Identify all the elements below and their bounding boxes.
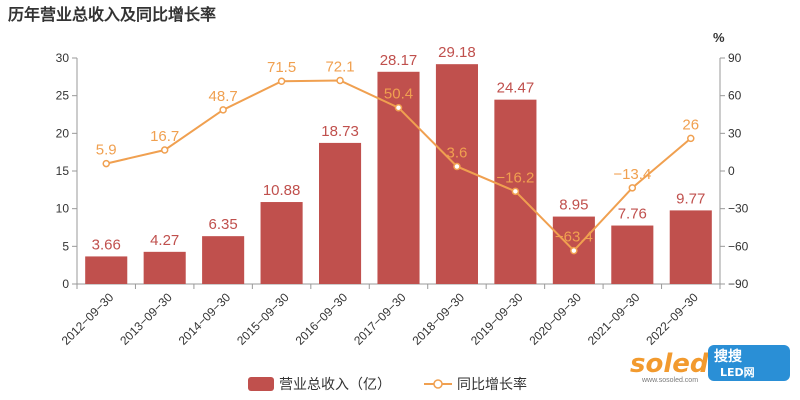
- revenue-bar[interactable]: [377, 71, 420, 284]
- watermark-url: www.sosoled.com: [641, 377, 698, 384]
- legend-line-label[interactable]: 同比增长率: [457, 376, 527, 393]
- revenue-bar[interactable]: [611, 225, 654, 284]
- legend-bar-swatch[interactable]: [248, 377, 274, 391]
- growth-point-label: −13.4: [613, 166, 651, 183]
- left-tick-label: 30: [56, 51, 70, 65]
- growth-point[interactable]: [102, 159, 110, 168]
- growth-point[interactable]: [628, 184, 637, 192]
- revenue-bar[interactable]: [143, 251, 186, 284]
- data-labels: 3.66 4.27 6.35 10.88 18.73 28.17 29.18 24.47 8.9…: [92, 44, 706, 253]
- growth-point-label: 26: [682, 116, 699, 133]
- chart-title: 历年营业总收入及同比增长率: [8, 5, 216, 24]
- growth-point-label: 5.9: [96, 142, 117, 159]
- watermark-cn: 搜搜: [714, 348, 743, 365]
- x-tick-label: 2013−09−30: [117, 290, 175, 348]
- right-tick-label: 30: [728, 126, 742, 140]
- revenue-bar-label: 7.76: [618, 206, 647, 223]
- right-tick-label: 60: [728, 89, 742, 103]
- left-tick-label: 15: [56, 164, 70, 178]
- right-tick-label: −90: [728, 277, 749, 291]
- watermark-brand: soled: [630, 349, 709, 379]
- right-tick-label: 0: [728, 164, 735, 178]
- x-tick-label: 2017−09−30: [351, 290, 409, 348]
- legend[interactable]: 营业总收入（亿） 同比增长率: [248, 376, 527, 393]
- growth-point-label: 72.1: [325, 58, 354, 75]
- watermark-badge: [708, 345, 790, 381]
- x-tick-label: 2016−09−30: [293, 290, 351, 348]
- x-tick-label: 2022−09−30: [643, 290, 701, 348]
- revenue-bar-label: 8.95: [559, 197, 588, 214]
- left-tick-label: 20: [56, 126, 70, 140]
- x-tick-label: 2020−09−30: [526, 290, 584, 348]
- watermark-sub: LED网: [720, 366, 755, 379]
- growth-point[interactable]: [277, 77, 286, 85]
- revenue-bar[interactable]: [669, 210, 712, 284]
- x-tick-label: 2015−09−30: [234, 290, 292, 348]
- legend-bar-label[interactable]: 营业总收入（亿）: [279, 377, 391, 393]
- right-tick-label: 90: [728, 51, 742, 65]
- revenue-bar-label: 4.27: [150, 232, 179, 249]
- revenue-bar-label: 18.73: [321, 123, 359, 140]
- left-tick-label: 5: [62, 239, 69, 253]
- right-axis-unit: %: [713, 30, 725, 45]
- growth-point-label: 3.6: [447, 144, 468, 161]
- right-tick-label: −30: [728, 202, 749, 216]
- growth-point-label: 16.7: [150, 128, 179, 145]
- growth-point[interactable]: [570, 246, 578, 255]
- revenue-bar[interactable]: [202, 236, 245, 284]
- growth-point[interactable]: [511, 187, 520, 196]
- right-tick-label: −60: [728, 239, 749, 253]
- growth-point-label: −16.2: [496, 169, 534, 186]
- revenue-bar-label: 29.18: [438, 44, 476, 61]
- revenue-bar[interactable]: [435, 64, 478, 284]
- revenue-bar-label: 9.77: [676, 190, 705, 207]
- revenue-bar-label: 3.66: [92, 236, 121, 253]
- growth-point-label: −63.4: [555, 229, 593, 246]
- left-tick-label: 25: [56, 89, 70, 103]
- revenue-bar-label: 24.47: [497, 80, 535, 97]
- x-tick-label: 2021−09−30: [585, 290, 643, 348]
- x-tick-label: 2014−09−30: [176, 290, 234, 348]
- revenue-bar-label: 10.88: [263, 182, 301, 199]
- left-tick-label: 0: [62, 277, 69, 291]
- growth-point-label: 50.4: [384, 86, 413, 103]
- growth-point-label: 71.5: [267, 59, 296, 76]
- left-tick-label: 10: [56, 202, 70, 216]
- revenue-bar[interactable]: [319, 142, 362, 284]
- x-tick-label: 2018−09−30: [410, 290, 468, 348]
- revenue-bar-label: 6.35: [209, 216, 238, 233]
- growth-point[interactable]: [219, 106, 227, 114]
- growth-point[interactable]: [453, 162, 461, 171]
- growth-point[interactable]: [336, 76, 344, 85]
- x-tick-label: 2019−09−30: [468, 290, 526, 348]
- growth-line: [102, 76, 695, 255]
- revenue-bar-label: 28.17: [380, 52, 418, 69]
- growth-point-label: 48.7: [209, 88, 238, 105]
- watermark-logo: soled 搜搜 LED网 www.sosoled.com: [630, 345, 790, 384]
- revenue-bar[interactable]: [85, 256, 128, 284]
- growth-point[interactable]: [160, 146, 169, 154]
- x-tick-label: 2012−09−30: [59, 290, 117, 348]
- legend-line-marker[interactable]: [433, 379, 443, 389]
- growth-point[interactable]: [687, 134, 695, 143]
- revenue-bar[interactable]: [260, 202, 303, 284]
- bars: [85, 64, 712, 284]
- growth-point[interactable]: [394, 103, 403, 112]
